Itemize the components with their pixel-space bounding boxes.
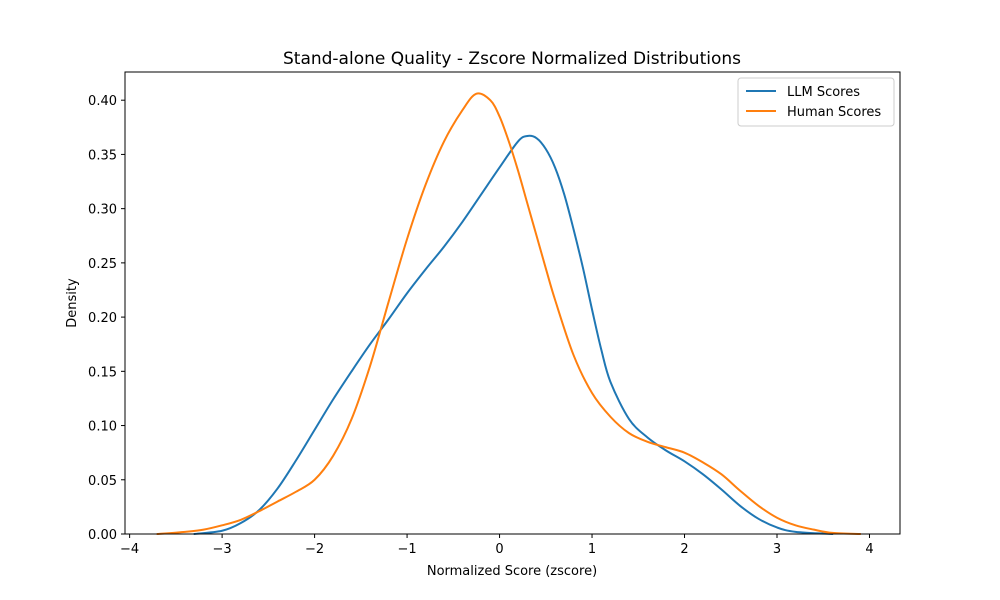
x-tick-label: −2 bbox=[305, 542, 324, 557]
y-tick-label: 0.00 bbox=[88, 528, 117, 543]
x-tick-label: 4 bbox=[865, 542, 873, 557]
y-tick-label: 0.40 bbox=[88, 94, 117, 109]
series-layer bbox=[156, 92, 862, 535]
x-tick-label: −1 bbox=[397, 542, 416, 557]
x-tick-label: 1 bbox=[588, 542, 596, 557]
x-tick-label: −4 bbox=[120, 542, 139, 557]
x-tick-label: 2 bbox=[680, 542, 688, 557]
y-tick-label: 0.35 bbox=[88, 148, 117, 163]
x-tick-label: 0 bbox=[495, 542, 503, 557]
legend-frame bbox=[737, 77, 895, 127]
y-tick-label: 0.05 bbox=[88, 474, 117, 489]
llm-scores-line bbox=[193, 134, 834, 535]
x-axis-title: Normalized Score (zscore) bbox=[427, 564, 597, 579]
y-axis-ticks: 0.00 0.05 0.10 0.15 0.20 0.25 0.30 0.35 0.40 bbox=[88, 94, 125, 543]
human-scores-line bbox=[156, 92, 862, 535]
x-tick-label: 3 bbox=[773, 542, 781, 557]
legend-label-human: Human Scores bbox=[787, 105, 881, 120]
legend-label-llm: LLM Scores bbox=[787, 85, 860, 100]
axes-frame bbox=[124, 71, 901, 535]
y-tick-label: 0.10 bbox=[88, 420, 117, 435]
legend: LLM Scores Human Scores bbox=[737, 77, 895, 127]
y-tick-label: 0.15 bbox=[88, 365, 117, 380]
chart-title: Stand-alone Quality - Zscore Normalized … bbox=[283, 49, 741, 69]
y-tick-label: 0.30 bbox=[88, 203, 117, 218]
x-axis-ticks: −4 −3 −2 −1 0 1 2 3 4 bbox=[120, 534, 874, 557]
plot-area bbox=[124, 71, 901, 535]
y-tick-label: 0.25 bbox=[88, 257, 117, 272]
x-tick-label: −3 bbox=[213, 542, 232, 557]
y-tick-label: 0.20 bbox=[88, 311, 117, 326]
y-axis-title: Density bbox=[65, 278, 80, 328]
